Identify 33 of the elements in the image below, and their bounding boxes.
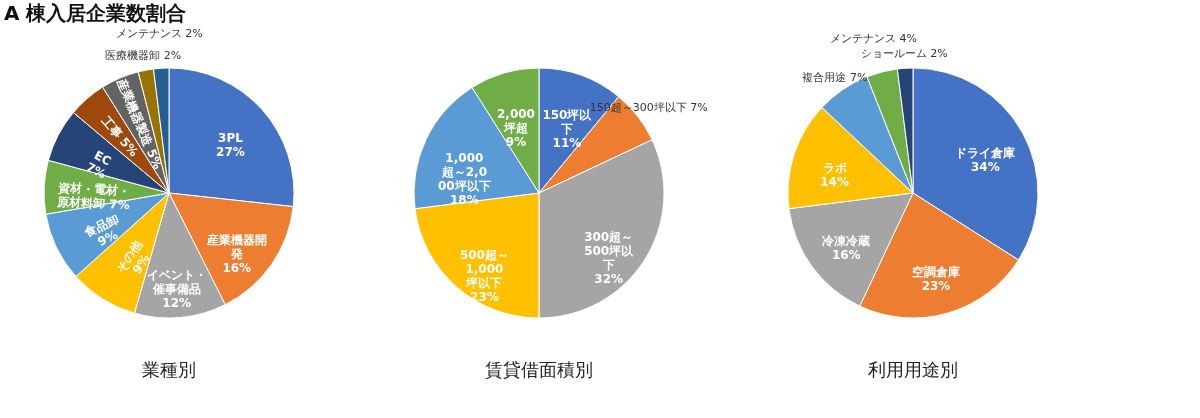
data-label: 32% bbox=[594, 272, 624, 287]
slice-label: 複合用途 7% bbox=[802, 71, 868, 85]
slice-label: 資材・電材・原材料卸 7% bbox=[55, 180, 131, 213]
slice-label: 産業機器開発 bbox=[205, 233, 267, 262]
data-label: 27% bbox=[216, 144, 245, 159]
text: A 棟入居企業数割合 bbox=[4, 1, 187, 25]
data-label: 16% bbox=[831, 248, 861, 263]
slice-label: メンテナンス 4% bbox=[829, 32, 917, 45]
slice-label: 医療機器卸 2% bbox=[105, 49, 182, 63]
slice-label: メンテナンス 2% bbox=[115, 27, 203, 41]
text: 賃貸借面積別 bbox=[485, 359, 593, 380]
text: 利用用途別 bbox=[868, 359, 958, 380]
data-label: 23% bbox=[921, 279, 951, 294]
slice-label: イベント・催事備品 bbox=[146, 268, 207, 297]
slice-label: ドライ倉庫 bbox=[955, 146, 1016, 161]
data-label: 9% bbox=[505, 134, 527, 149]
slice-label: 300超～500坪以下 bbox=[584, 230, 635, 273]
data-label: 16% bbox=[222, 261, 252, 276]
slice-label: 空調倉庫 bbox=[912, 265, 961, 280]
slice-label: 冷凍冷蔵 bbox=[822, 234, 871, 249]
text: 業種別 bbox=[142, 359, 196, 380]
data-label: 34% bbox=[970, 160, 1000, 175]
data-label: 23% bbox=[470, 289, 499, 304]
slice-label: 500超～1,000坪以下 bbox=[459, 247, 509, 290]
slice-label: ラボ bbox=[822, 160, 847, 175]
data-label: 12% bbox=[162, 296, 192, 311]
slice-label: ショールーム 2% bbox=[860, 47, 948, 61]
data-label: 11% bbox=[552, 136, 582, 151]
data-label: 14% bbox=[820, 174, 849, 189]
slice-label: 2,000坪超 bbox=[497, 106, 535, 135]
slice-label: 1,000超～2,000坪以下 bbox=[438, 150, 491, 193]
slice-label: 3PL bbox=[218, 130, 244, 145]
slice-label: 150坪以下 bbox=[542, 108, 593, 137]
